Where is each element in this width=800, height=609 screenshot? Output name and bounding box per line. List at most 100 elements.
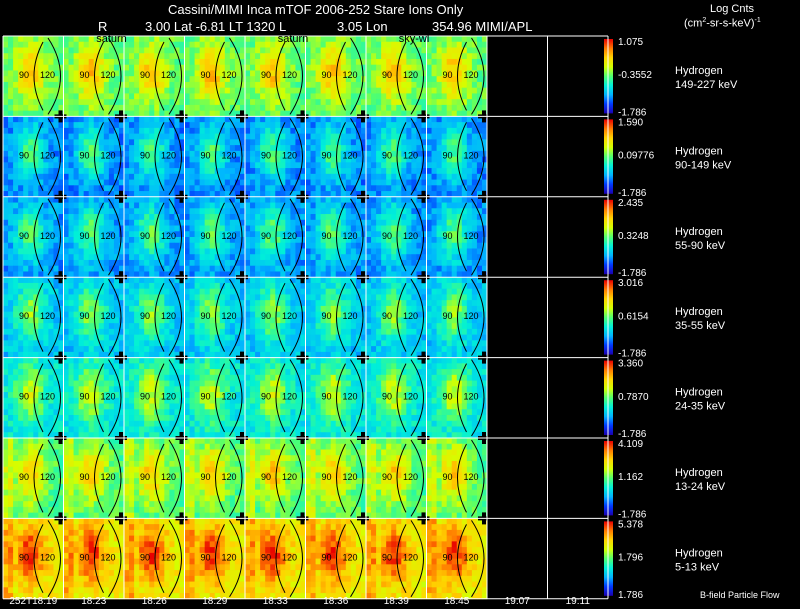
- image-pixel: [416, 139, 422, 146]
- image-pixel: [43, 87, 49, 94]
- image-pixel: [245, 81, 251, 89]
- image-pixel: [209, 47, 216, 54]
- image-pixel: [184, 202, 190, 209]
- image-pixel: [441, 242, 448, 249]
- image-pixel: [265, 116, 271, 123]
- image-pixel: [471, 259, 478, 267]
- image-pixel: [134, 64, 140, 71]
- image-pixel: [366, 133, 372, 140]
- image-pixel: [260, 110, 266, 117]
- image-pixel: [38, 104, 44, 112]
- image-pixel: [179, 127, 185, 135]
- image-pixel: [280, 116, 286, 123]
- image-pixel: [93, 225, 100, 232]
- image-pixel: [471, 214, 478, 221]
- image-pixel: [199, 133, 206, 140]
- image-pixel: [280, 53, 286, 60]
- image-pixel: [124, 168, 130, 175]
- image-pixel: [169, 351, 175, 358]
- image-pixel: [43, 340, 49, 347]
- image-pixel: [184, 334, 190, 341]
- image-pixel: [250, 191, 256, 198]
- image-pixel: [73, 317, 80, 324]
- image-pixel: [134, 104, 140, 112]
- image-pixel: [144, 208, 150, 215]
- image-pixel: [401, 70, 407, 77]
- image-pixel: [325, 323, 332, 330]
- image-pixel: [335, 185, 342, 192]
- image-pixel: [461, 179, 468, 186]
- image-pixel: [154, 208, 160, 215]
- image-pixel: [149, 93, 155, 100]
- image-pixel: [179, 76, 185, 83]
- image-pixel: [234, 76, 241, 83]
- image-pixel: [245, 162, 251, 169]
- image-pixel: [355, 242, 362, 249]
- image-pixel: [431, 99, 437, 106]
- image-pixel: [290, 202, 296, 209]
- image-pixel: [325, 242, 332, 249]
- image-pixel: [179, 64, 185, 71]
- image-pixel: [73, 265, 80, 272]
- image-pixel: [270, 99, 276, 106]
- image-pixel: [68, 104, 74, 112]
- image-pixel: [416, 116, 422, 123]
- image-pixel: [270, 323, 276, 330]
- image-pixel: [441, 214, 448, 221]
- image-pixel: [456, 53, 463, 60]
- image-pixel: [179, 214, 185, 221]
- image-pixel: [481, 242, 488, 249]
- image-pixel: [350, 76, 357, 83]
- image-pixel: [73, 145, 80, 152]
- image-pixel: [189, 110, 195, 117]
- image-pixel: [124, 282, 130, 290]
- image-pixel: [330, 254, 337, 261]
- image-pixel: [325, 248, 332, 255]
- image-pixel: [325, 81, 332, 89]
- image-pixel: [23, 288, 29, 295]
- image-pixel: [93, 110, 100, 117]
- image-pixel: [144, 305, 150, 313]
- image-pixel: [255, 99, 261, 106]
- image-pixel: [265, 133, 271, 140]
- image-pixel: [204, 351, 211, 358]
- image-pixel: [360, 122, 367, 129]
- image-pixel: [129, 36, 135, 43]
- image-pixel: [330, 265, 337, 272]
- image-pixel: [315, 214, 322, 221]
- image-pixel: [179, 70, 185, 77]
- image-pixel: [295, 328, 301, 336]
- image-pixel: [431, 173, 437, 180]
- image-pixel: [214, 288, 221, 295]
- image-pixel: [13, 317, 19, 324]
- image-pixel: [345, 311, 352, 318]
- image-pixel: [476, 76, 483, 83]
- image-pixel: [98, 191, 105, 198]
- image-pixel: [179, 311, 185, 318]
- image-pixel: [23, 179, 29, 186]
- image-pixel: [38, 328, 44, 336]
- image-pixel: [386, 70, 392, 77]
- image-pixel: [164, 340, 170, 347]
- image-pixel: [366, 99, 372, 106]
- image-pixel: [93, 53, 100, 60]
- image-pixel: [285, 58, 291, 66]
- image-pixel: [360, 47, 367, 54]
- image-pixel: [38, 288, 44, 295]
- image-pixel: [129, 93, 135, 100]
- image-pixel: [451, 58, 458, 66]
- image-pixel: [275, 47, 281, 54]
- image-pixel: [461, 185, 468, 192]
- image-pixel: [13, 242, 19, 249]
- image-pixel: [124, 127, 130, 135]
- image-pixel: [13, 277, 19, 284]
- image-pixel: [250, 196, 256, 203]
- image-pixel: [108, 323, 115, 330]
- image-pixel: [355, 300, 362, 307]
- image-pixel: [476, 110, 483, 117]
- image-pixel: [325, 208, 332, 215]
- image-pixel: [88, 340, 95, 347]
- image-pixel: [300, 288, 306, 295]
- image-pixel: [406, 196, 412, 203]
- image-pixel: [93, 237, 100, 244]
